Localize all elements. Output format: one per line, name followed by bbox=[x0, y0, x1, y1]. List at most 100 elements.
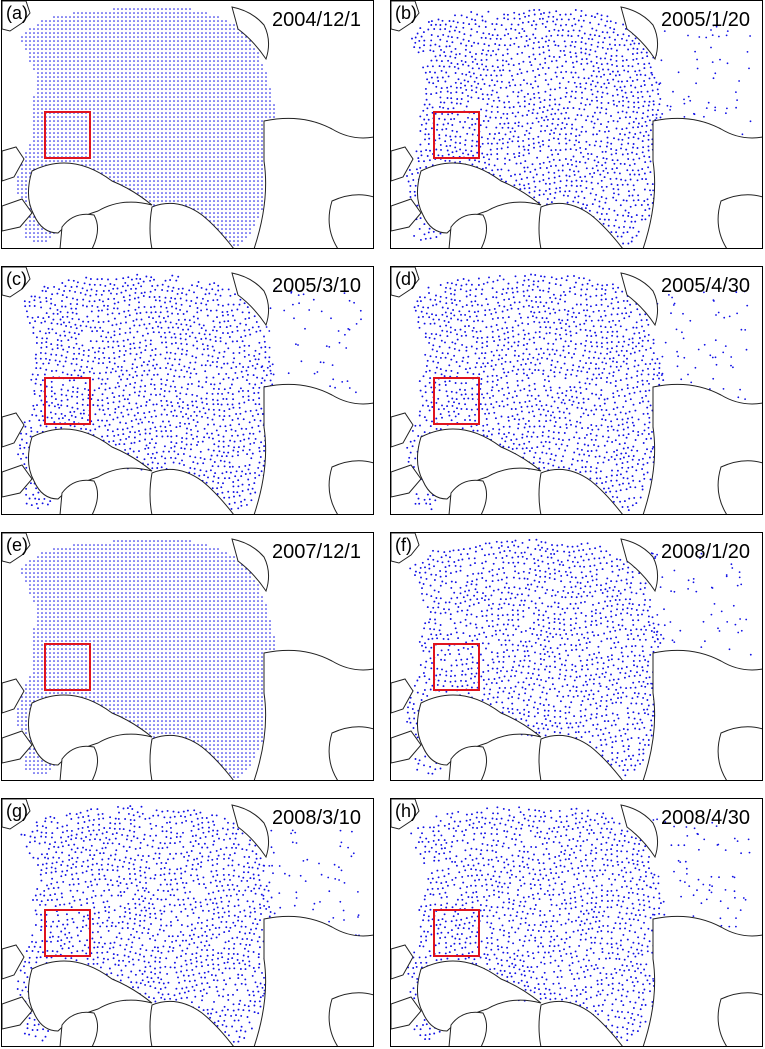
coastline-7 bbox=[59, 479, 98, 514]
coastline-1 bbox=[2, 678, 25, 714]
coastline-3 bbox=[417, 694, 542, 766]
map-panel-g: (g) 2008/3/10 bbox=[1, 798, 374, 1047]
coastline-2 bbox=[391, 198, 422, 232]
coastline-2 bbox=[2, 730, 33, 764]
panel-date-g: 2008/3/10 bbox=[272, 807, 361, 829]
study-region-box bbox=[433, 377, 480, 425]
coastline-2 bbox=[391, 464, 422, 498]
coastline-2 bbox=[2, 996, 33, 1030]
coastline-2 bbox=[391, 996, 422, 1030]
coastline-0 bbox=[2, 533, 31, 564]
coastline-4 bbox=[149, 1000, 234, 1046]
map-panel-h: (h) 2008/4/30 bbox=[390, 798, 763, 1047]
ice-map-e bbox=[2, 533, 373, 780]
coastline-8 bbox=[717, 194, 762, 248]
study-region-box bbox=[433, 909, 480, 957]
coastline-6 bbox=[231, 538, 270, 593]
coastline-0 bbox=[391, 799, 420, 830]
coastline-6 bbox=[231, 6, 270, 61]
coastline-7 bbox=[448, 745, 487, 780]
ice-map-d bbox=[391, 267, 762, 514]
coastline-6 bbox=[620, 538, 659, 593]
coastline-7 bbox=[448, 1011, 487, 1046]
panel-date-h: 2008/4/30 bbox=[661, 807, 750, 829]
coastline-1 bbox=[2, 146, 25, 182]
coastline-4 bbox=[149, 468, 234, 514]
coastline-4 bbox=[538, 468, 623, 514]
panel-letter-b: (b) bbox=[395, 3, 417, 23]
coastline-6 bbox=[231, 272, 270, 327]
coastline-4 bbox=[149, 202, 234, 248]
coastline-3 bbox=[28, 162, 153, 234]
panel-date-e: 2007/12/1 bbox=[272, 541, 361, 563]
coastline-2 bbox=[2, 198, 33, 232]
coastline-7 bbox=[448, 479, 487, 514]
study-region-box bbox=[433, 643, 480, 691]
coastline-0 bbox=[2, 799, 31, 830]
coastline-6 bbox=[620, 272, 659, 327]
coastline-8 bbox=[328, 460, 373, 514]
coastline-1 bbox=[391, 678, 414, 714]
coastline-0 bbox=[2, 1, 31, 32]
ice-map-h bbox=[391, 799, 762, 1046]
study-region-box bbox=[44, 111, 91, 159]
panel-date-d: 2005/4/30 bbox=[661, 275, 750, 297]
coastline-7 bbox=[59, 745, 98, 780]
map-panel-c: (c) 2005/3/10 bbox=[1, 266, 374, 515]
coastline-3 bbox=[417, 428, 542, 500]
coastline-1 bbox=[2, 944, 25, 980]
coastline-4 bbox=[149, 734, 234, 780]
coastline-4 bbox=[538, 734, 623, 780]
coastline-3 bbox=[28, 960, 153, 1032]
study-region-box bbox=[433, 111, 480, 159]
panel-letter-e: (e) bbox=[6, 535, 28, 555]
coastline-1 bbox=[2, 412, 25, 448]
coastline-7 bbox=[59, 1011, 98, 1046]
map-panel-b: (b) 2005/1/20 bbox=[390, 0, 763, 249]
coastline-3 bbox=[28, 428, 153, 500]
coastline-1 bbox=[391, 412, 414, 448]
coastline-8 bbox=[328, 194, 373, 248]
ice-map-b bbox=[391, 1, 762, 248]
panel-date-f: 2008/1/20 bbox=[661, 541, 750, 563]
map-panel-a: (a) 2004/12/1 bbox=[1, 0, 374, 249]
coastline-8 bbox=[717, 992, 762, 1046]
coastline-4 bbox=[538, 1000, 623, 1046]
panel-date-a: 2004/12/1 bbox=[272, 9, 361, 31]
coastline-3 bbox=[417, 162, 542, 234]
coastline-0 bbox=[391, 533, 420, 564]
coastline-6 bbox=[620, 6, 659, 61]
panel-date-c: 2005/3/10 bbox=[272, 275, 361, 297]
panel-letter-d: (d) bbox=[395, 269, 417, 289]
coastline-2 bbox=[2, 464, 33, 498]
coastline-1 bbox=[391, 146, 414, 182]
coastline-8 bbox=[717, 460, 762, 514]
coastline-7 bbox=[448, 213, 487, 248]
coastline-8 bbox=[328, 726, 373, 780]
coastline-3 bbox=[28, 694, 153, 766]
panel-date-b: 2005/1/20 bbox=[661, 9, 750, 31]
coastline-2 bbox=[391, 730, 422, 764]
ice-map-a bbox=[2, 1, 373, 248]
map-panel-d: (d) 2005/4/30 bbox=[390, 266, 763, 515]
coastline-6 bbox=[231, 804, 270, 859]
coastline-3 bbox=[417, 960, 542, 1032]
study-region-box bbox=[44, 909, 91, 957]
panel-letter-g: (g) bbox=[6, 801, 28, 821]
ice-map-g bbox=[2, 799, 373, 1046]
coastline-8 bbox=[328, 992, 373, 1046]
study-region-box bbox=[44, 377, 91, 425]
panel-letter-f: (f) bbox=[395, 535, 412, 555]
coastline-0 bbox=[2, 267, 31, 298]
study-region-box bbox=[44, 643, 91, 691]
coastline-4 bbox=[538, 202, 623, 248]
panel-letter-a: (a) bbox=[6, 3, 28, 23]
coastline-7 bbox=[59, 213, 98, 248]
coastline-8 bbox=[717, 726, 762, 780]
panel-letter-h: (h) bbox=[395, 801, 417, 821]
coastline-0 bbox=[391, 267, 420, 298]
map-panel-f: (f) 2008/1/20 bbox=[390, 532, 763, 781]
ice-map-f bbox=[391, 533, 762, 780]
ice-map-c bbox=[2, 267, 373, 514]
coastline-6 bbox=[620, 804, 659, 859]
